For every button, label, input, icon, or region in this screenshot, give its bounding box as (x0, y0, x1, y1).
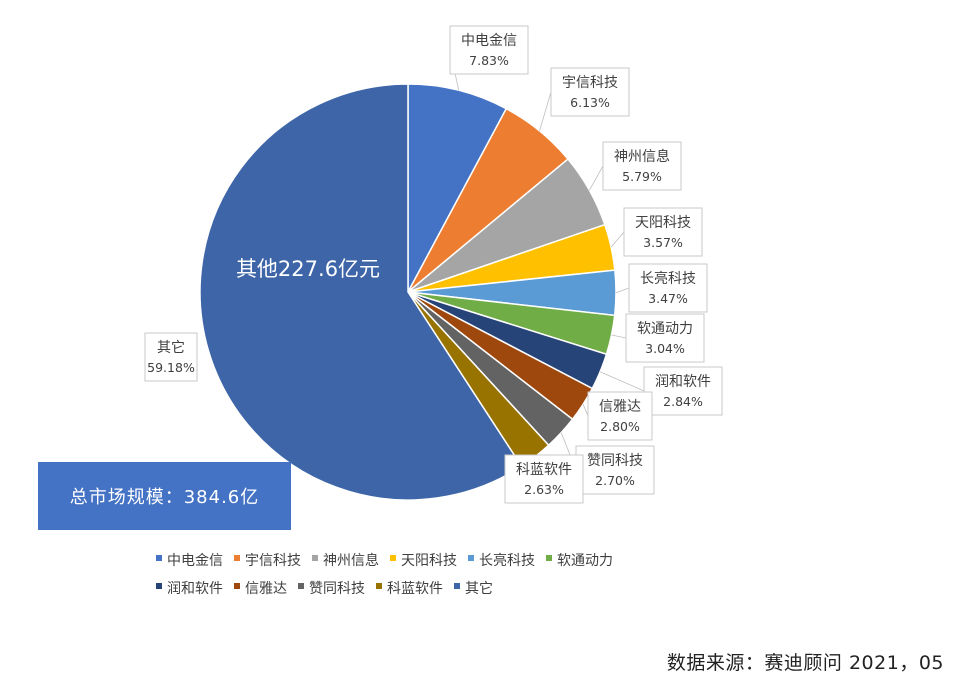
other-annotation: 其他227.6亿元 (236, 257, 380, 281)
label-name: 宇信科技 (562, 75, 618, 91)
legend-swatch (234, 583, 240, 589)
legend-swatch (546, 555, 552, 561)
leader-line (582, 404, 589, 417)
total-market-box: 总市场规模：384.6亿 (38, 462, 291, 530)
source-note: 数据来源：赛迪顾问 2021，05 (666, 652, 944, 674)
label-name: 信雅达 (599, 399, 641, 415)
data-label: 润和软件 2.84% (643, 366, 723, 416)
legend-label: 润和软件 (167, 581, 223, 597)
legend-item: 信雅达 (234, 581, 287, 597)
legend-swatch (312, 555, 318, 561)
legend-swatch (454, 583, 460, 589)
legend-item: 中电金信 (156, 553, 223, 569)
legend-label: 科蓝软件 (387, 581, 443, 597)
label-box (575, 445, 655, 495)
label-percent: 3.47% (648, 291, 688, 306)
label-percent: 3.04% (645, 341, 685, 356)
label-name: 软通动力 (637, 321, 693, 337)
data-label: 信雅达 2.80% (587, 391, 653, 441)
label-name: 神州信息 (614, 148, 670, 165)
label-box (550, 67, 630, 117)
data-label: 中电金信 7.83% (449, 25, 529, 75)
leader-line (615, 287, 630, 294)
legend-label: 赞同科技 (309, 581, 365, 597)
label-box (643, 366, 723, 416)
pie-slice (199, 83, 523, 501)
legend-item: 科蓝软件 (376, 581, 443, 597)
label-box (144, 332, 198, 382)
legend-label: 天阳科技 (401, 553, 457, 569)
leader-line (539, 91, 552, 132)
data-label: 其它 59.18% (144, 332, 198, 382)
label-box (625, 313, 705, 363)
data-label: 赞同科技 2.70% (575, 445, 655, 495)
legend-swatch (468, 555, 474, 561)
legend-swatch (234, 555, 240, 561)
label-box (628, 263, 708, 313)
label-name: 中电金信 (461, 33, 517, 49)
label-box (449, 25, 529, 75)
label-box (623, 207, 703, 257)
leader-line (589, 165, 604, 191)
pie-slices (199, 83, 617, 501)
legend-swatch (298, 583, 304, 589)
label-name: 其它 (157, 339, 185, 356)
legend-item: 润和软件 (156, 581, 223, 597)
label-name: 长亮科技 (640, 270, 696, 287)
data-label: 软通动力 3.04% (625, 313, 705, 363)
label-name: 赞同科技 (587, 453, 643, 469)
label-name: 天阳科技 (635, 215, 691, 231)
label-percent: 6.13% (570, 95, 610, 110)
legend-item: 软通动力 (546, 553, 613, 569)
legend-label: 其它 (465, 580, 493, 597)
legend-swatch (156, 583, 162, 589)
data-label: 宇信科技 6.13% (550, 67, 630, 117)
legend-label: 长亮科技 (479, 552, 535, 569)
label-percent: 5.79% (622, 169, 662, 184)
legend-item: 赞同科技 (298, 581, 365, 597)
legend-label: 中电金信 (167, 553, 223, 569)
data-label: 长亮科技 3.47% (628, 263, 708, 313)
label-percent: 2.70% (595, 473, 635, 488)
label-percent: 2.84% (663, 394, 703, 409)
data-labels: 中电金信 7.83% 宇信科技 6.13% 神州信息 5.79% 天阳科技 3.57% 长亮科技… (144, 25, 723, 504)
label-box (602, 141, 682, 191)
legend-item: 神州信息 (312, 552, 379, 569)
data-label: 神州信息 5.79% (602, 141, 682, 191)
label-percent: 2.63% (524, 482, 564, 497)
legend-label: 宇信科技 (245, 553, 301, 569)
label-percent: 7.83% (469, 53, 509, 68)
label-percent: 59.18% (147, 360, 195, 375)
label-box (504, 454, 584, 504)
label-box (587, 391, 653, 441)
leader-line (599, 371, 645, 392)
label-name: 润和软件 (655, 374, 711, 390)
legend-label: 神州信息 (323, 552, 379, 569)
legend-label: 软通动力 (557, 553, 613, 569)
legend-item: 其它 (454, 580, 493, 597)
legend-label: 信雅达 (245, 581, 287, 597)
data-label: 科蓝软件 2.63% (504, 454, 584, 504)
legend-item: 长亮科技 (468, 552, 535, 569)
pie-slice (407, 83, 508, 293)
label-percent: 3.57% (643, 235, 683, 250)
leader-line (611, 334, 627, 339)
legend-swatch (390, 555, 396, 561)
leader-line (610, 231, 625, 248)
data-label: 天阳科技 3.57% (623, 207, 703, 257)
label-percent: 2.80% (600, 419, 640, 434)
legend-item: 宇信科技 (234, 553, 301, 569)
legend-swatch (156, 555, 162, 561)
legend-swatch (376, 583, 382, 589)
label-name: 科蓝软件 (516, 462, 572, 478)
legend-item: 天阳科技 (390, 553, 457, 569)
